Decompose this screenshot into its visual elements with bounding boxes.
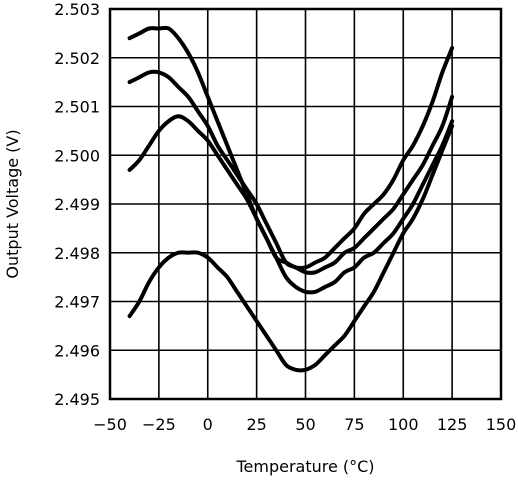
series-lines (127, 25, 455, 373)
y-tick-label: 2.497 (54, 293, 100, 312)
y-axis-title: Output Voltage (V) (3, 129, 22, 278)
y-tick-label: 2.495 (54, 390, 100, 409)
y-tick-label: 2.503 (54, 0, 100, 19)
series-line-4 (127, 124, 455, 373)
series-line-3 (127, 114, 455, 295)
x-axis-title: Temperature (°C) (235, 457, 374, 476)
y-tick-label: 2.502 (54, 49, 100, 68)
y-tick-label: 2.499 (54, 195, 100, 214)
grid-lines (110, 9, 501, 399)
x-tick-label: 75 (344, 415, 364, 434)
y-tick-label: 2.500 (54, 146, 100, 165)
x-tick-label: −25 (142, 415, 176, 434)
series-line-2 (127, 69, 455, 275)
x-tick-label: 25 (246, 415, 266, 434)
x-tick-label: 50 (295, 415, 315, 434)
x-tick-label: 100 (388, 415, 419, 434)
x-tick-label: 0 (203, 415, 213, 434)
y-tick-label: 2.496 (54, 341, 100, 360)
x-tick-label: 125 (437, 415, 468, 434)
x-axis-tick-labels: −50 −25 0 25 50 75 100 125 150 (93, 415, 516, 434)
y-tick-label: 2.498 (54, 244, 100, 263)
plot-frame (108, 7, 503, 401)
y-axis-tick-labels: 2.495 2.496 2.497 2.498 2.499 2.500 2.501 2.502… (54, 0, 100, 409)
y-tick-label: 2.501 (54, 98, 100, 117)
x-tick-label: −50 (93, 415, 127, 434)
x-tick-label: 150 (486, 415, 517, 434)
